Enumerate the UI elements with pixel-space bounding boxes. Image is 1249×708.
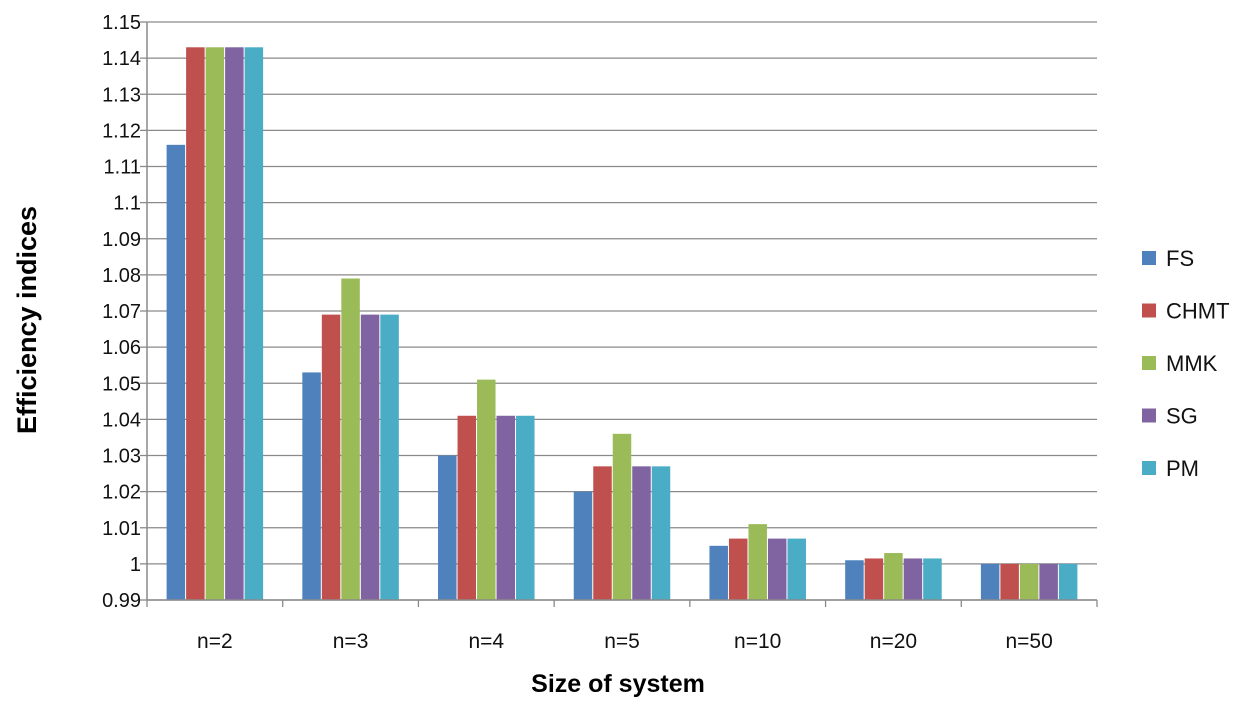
bar-chmt-n-5 bbox=[593, 466, 612, 600]
y-tick-label: 1.11 bbox=[104, 157, 141, 179]
bar-sg-n-2 bbox=[225, 47, 244, 601]
bar-fs-n-2 bbox=[166, 144, 186, 600]
bar-pm-n-20 bbox=[923, 558, 942, 600]
x-tick-label: n=2 bbox=[197, 630, 233, 653]
bar-sg-n-10 bbox=[767, 538, 787, 600]
y-tick-label: 1.09 bbox=[102, 229, 141, 251]
x-axis-title: Size of system bbox=[531, 670, 705, 698]
legend-swatch-pm bbox=[1142, 461, 1156, 475]
y-tick-label: 1.12 bbox=[102, 120, 141, 142]
bar-pm-n-4 bbox=[516, 415, 535, 600]
y-tick-label: 1.02 bbox=[102, 482, 141, 504]
bars bbox=[166, 47, 1078, 601]
y-tick-label: 1.07 bbox=[102, 301, 141, 323]
y-tick-label: 1.05 bbox=[102, 373, 141, 395]
y-tick-label: 1.13 bbox=[102, 84, 141, 106]
bar-fs-n-3 bbox=[302, 372, 321, 600]
y-tick-label: 1.06 bbox=[102, 337, 141, 359]
bar-sg-n-5 bbox=[632, 466, 651, 600]
bar-mmk-n-5 bbox=[612, 433, 632, 600]
x-tick-labels: n=2 n=3 n=4 n=5 n=10 n=20 n=50 bbox=[197, 630, 1053, 653]
y-tick-label: 1.01 bbox=[102, 518, 141, 540]
legend-swatch-sg bbox=[1142, 408, 1156, 423]
y-tick-labels: 0.99 1 1.01 1.02 1.03 1.04 1.05 1.06 1.07 1.08 1.0… bbox=[102, 12, 141, 612]
bar-fs-n-4 bbox=[438, 455, 457, 600]
bar-fs-n-10 bbox=[709, 545, 728, 600]
legend-label-mmk: MMK bbox=[1166, 351, 1218, 376]
bar-chmt-n-10 bbox=[728, 538, 748, 600]
legend-label-chmt: CHMT bbox=[1166, 299, 1230, 324]
legend-swatch-fs bbox=[1142, 251, 1156, 265]
bar-chmt-n-4 bbox=[457, 415, 477, 600]
y-tick-label: 1.14 bbox=[102, 48, 141, 70]
x-tick-label: n=4 bbox=[468, 630, 504, 653]
bar-chmt-n-50 bbox=[1000, 563, 1019, 600]
bar-fs-n-20 bbox=[845, 560, 864, 600]
axes bbox=[140, 21, 1098, 607]
bar-mmk-n-4 bbox=[477, 379, 496, 600]
y-tick-label: 1.03 bbox=[102, 446, 141, 468]
bar-chmt-n-20 bbox=[864, 558, 884, 600]
y-tick-label: 1.04 bbox=[102, 409, 141, 431]
bar-pm-n-3 bbox=[380, 314, 399, 600]
legend-swatch-chmt bbox=[1142, 303, 1156, 318]
y-tick-label: 1.15 bbox=[102, 12, 141, 34]
bar-pm-n-5 bbox=[651, 466, 671, 600]
legend: FS CHMT MMK SG PM bbox=[1142, 246, 1230, 481]
bar-mmk-n-20 bbox=[884, 553, 903, 600]
bar-pm-n-10 bbox=[787, 538, 806, 600]
bar-mmk-n-3 bbox=[341, 278, 360, 600]
bar-fs-n-50 bbox=[980, 563, 1000, 600]
bar-mmk-n-2 bbox=[205, 47, 225, 601]
y-tick-label: 1.1 bbox=[113, 193, 141, 215]
bar-pm-n-50 bbox=[1058, 563, 1078, 600]
bar-sg-n-3 bbox=[360, 314, 380, 600]
y-tick-label: 1 bbox=[130, 554, 141, 576]
legend-label-sg: SG bbox=[1166, 404, 1198, 429]
bar-chmt-n-3 bbox=[321, 314, 341, 600]
bar-mmk-n-10 bbox=[748, 524, 767, 600]
x-tick-label: n=3 bbox=[333, 630, 369, 653]
legend-label-fs: FS bbox=[1166, 246, 1194, 271]
y-axis-title: Efficiency indices bbox=[12, 206, 42, 434]
x-tick-label: n=5 bbox=[604, 630, 640, 653]
bar-fs-n-5 bbox=[573, 491, 593, 600]
bar-chmt-n-2 bbox=[186, 47, 205, 601]
y-tick-label: 1.08 bbox=[102, 265, 141, 287]
y-tick-label: 0.99 bbox=[102, 590, 141, 612]
bar-sg-n-4 bbox=[496, 415, 516, 600]
bar-sg-n-20 bbox=[903, 558, 923, 600]
legend-label-pm: PM bbox=[1166, 456, 1199, 481]
bar-mmk-n-50 bbox=[1019, 563, 1039, 600]
bar-pm-n-2 bbox=[244, 47, 264, 601]
x-tick-label: n=10 bbox=[734, 630, 781, 653]
bar-sg-n-50 bbox=[1039, 563, 1058, 600]
x-tick-label: n=50 bbox=[1005, 630, 1052, 653]
legend-swatch-mmk bbox=[1142, 356, 1156, 370]
x-tick-label: n=20 bbox=[870, 630, 917, 653]
